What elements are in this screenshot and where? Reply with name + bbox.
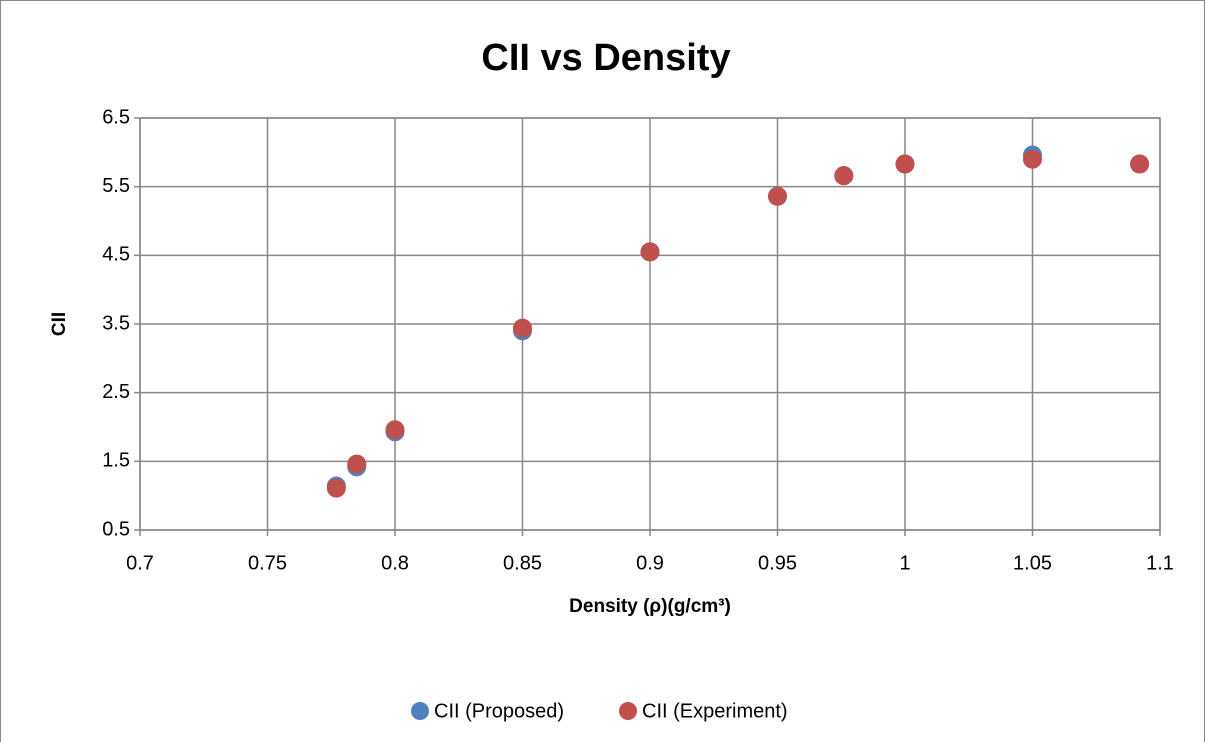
x-tick-label: 0.8: [381, 552, 409, 574]
legend-marker: [411, 702, 429, 720]
point: [1130, 154, 1150, 174]
y-axis-label: CII: [49, 312, 70, 336]
legend-marker: [619, 702, 637, 720]
point: [640, 242, 660, 262]
y-tick-label: 2.5: [102, 381, 130, 403]
point: [768, 186, 787, 206]
legend-label: CII (Experiment): [642, 700, 788, 722]
y-tick-label: 3.5: [102, 312, 130, 334]
x-tick-label: 0.95: [758, 552, 797, 574]
x-tick-label: 0.75: [248, 552, 287, 574]
x-tick-label: 1: [899, 552, 910, 574]
y-tick-label: 1.5: [102, 450, 130, 472]
y-tick-label: 6.5: [102, 106, 130, 128]
x-tick-label: 1.1: [1146, 552, 1174, 574]
point: [1023, 149, 1042, 169]
point: [834, 166, 854, 186]
y-tick-label: 0.5: [102, 518, 130, 540]
legend-label: CII (Proposed): [434, 700, 564, 722]
plot-border: [139, 117, 1161, 531]
point: [326, 478, 346, 498]
x-axis-label: Density (ρ)(g/cm³): [569, 596, 731, 617]
x-tick-label: 0.85: [503, 552, 542, 574]
chart-title: CII vs Density: [481, 37, 730, 79]
point: [895, 154, 915, 174]
x-tick-label: 0.9: [636, 552, 664, 574]
point: [385, 420, 405, 440]
y-tick-label: 5.5: [102, 175, 130, 197]
point: [513, 318, 532, 338]
x-tick-label: 1.05: [1013, 552, 1052, 574]
point: [347, 454, 367, 474]
y-tick-label: 4.5: [102, 244, 130, 266]
x-tick-label: 0.7: [126, 552, 154, 574]
